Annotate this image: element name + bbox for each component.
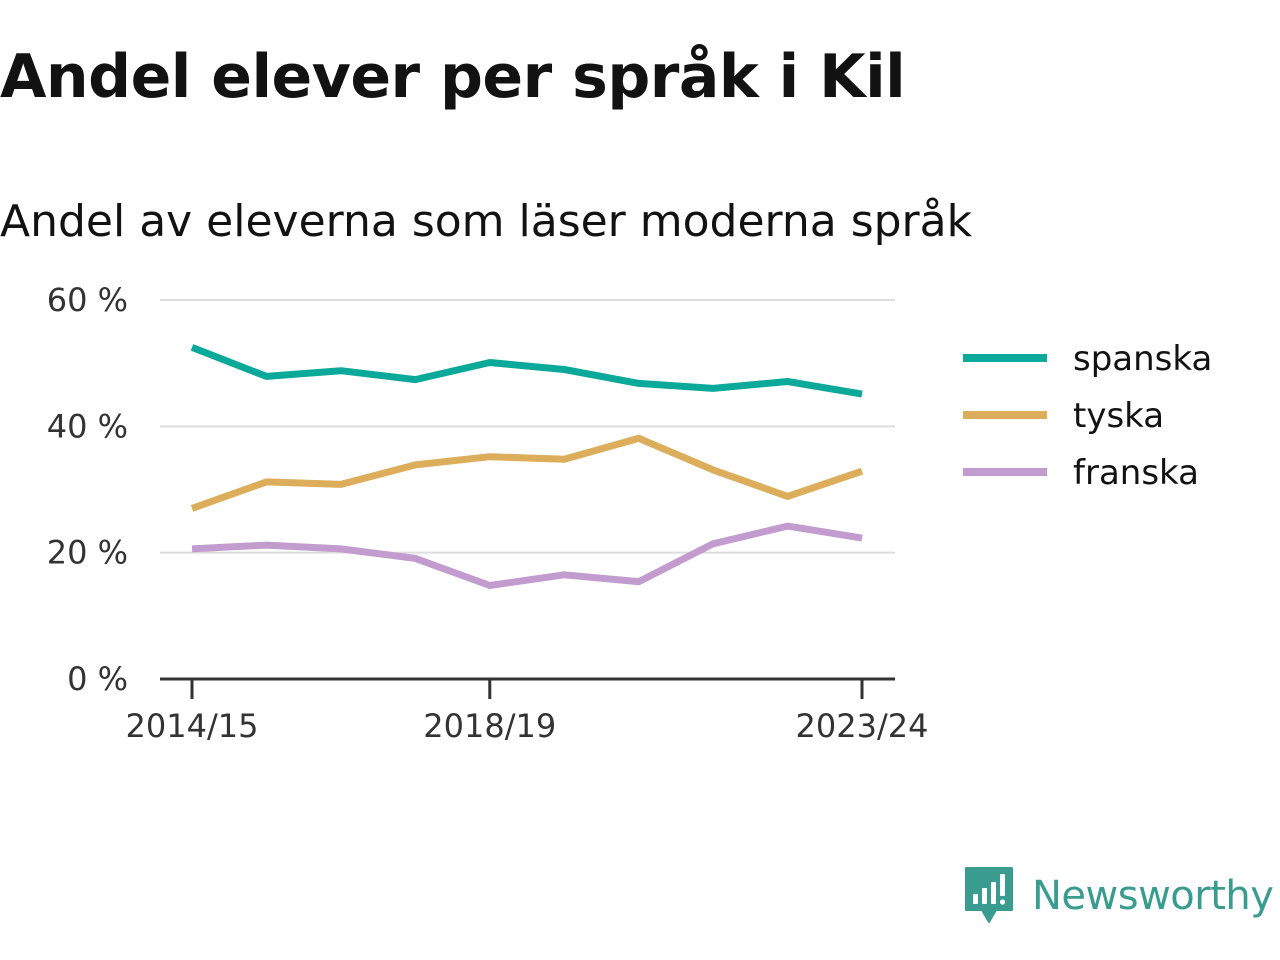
axes: 0 % 20 % 40 % 60 % 2014/15 2018/19 2023/24 <box>47 281 929 745</box>
brand-name: Newsworthy <box>1032 873 1274 919</box>
y-tick-label: 0 % <box>67 660 128 698</box>
series-line-franska <box>191 522 863 589</box>
legend-label-tyska: tyska <box>1073 396 1164 436</box>
y-tick-label: 60 % <box>47 281 128 319</box>
gridlines <box>160 299 895 554</box>
series-lines <box>190 344 864 589</box>
x-tick-label: 2014/15 <box>126 707 259 745</box>
chart-subtitle: Andel av eleverna som läser moderna språ… <box>0 196 973 247</box>
y-tick-label: 20 % <box>47 534 128 572</box>
y-tick-label: 40 % <box>47 407 128 445</box>
x-tick-label: 2018/19 <box>423 707 556 745</box>
legend: spanska tyska franska <box>963 339 1212 493</box>
newsworthy-logo-icon <box>965 867 1013 923</box>
newsworthy-brand: Newsworthy <box>964 864 1280 928</box>
series-line-spanska <box>190 344 863 398</box>
chart-title: Andel elever per språk i Kil <box>0 42 906 112</box>
legend-label-franska: franska <box>1073 453 1199 493</box>
series-line-tyska <box>190 434 864 512</box>
x-tick-label: 2023/24 <box>796 707 929 745</box>
legend-label-spanska: spanska <box>1073 339 1212 379</box>
